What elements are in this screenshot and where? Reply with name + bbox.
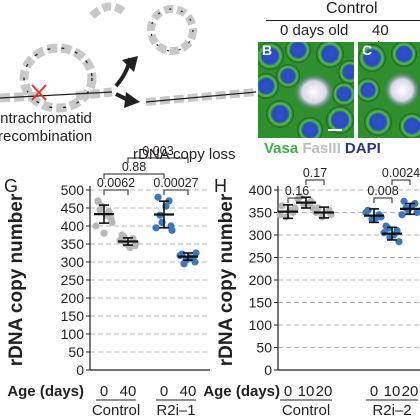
y-tick-label: 50 — [68, 344, 84, 360]
y-tick-label: 100 — [249, 317, 273, 333]
data-point — [362, 208, 370, 217]
age-tick-label: 20 — [316, 383, 333, 400]
age-tick-label: 40 — [120, 383, 137, 400]
micrograph-b: B — [258, 42, 354, 138]
p-value-label: 0.17 — [303, 166, 327, 180]
p-value-label: 0.008 — [367, 184, 398, 198]
y-axis-label: rDNA copy number — [6, 193, 27, 366]
stain-dapi: DAPI — [340, 140, 381, 157]
micrograph-c-letter: C — [362, 42, 373, 58]
group-label: R2i–2 — [372, 402, 411, 419]
panel-letter-g: G — [4, 176, 18, 196]
y-tick-label: 400 — [61, 218, 85, 234]
age-tick-label: 0 — [370, 383, 378, 400]
data-point — [152, 224, 160, 232]
p-value-label: 0.0062 — [97, 176, 135, 190]
stain-legend: Vasa FasIII DAPI — [264, 140, 381, 157]
data-point — [96, 206, 104, 214]
data-point — [413, 208, 420, 217]
y-tick-label: 0 — [264, 362, 272, 378]
schematic-label-2: recombination — [0, 128, 92, 145]
y-tick-label: 500 — [61, 182, 85, 198]
data-point — [192, 249, 200, 257]
y-tick-label: 300 — [61, 254, 85, 270]
group-label: Control — [92, 402, 140, 419]
p-value-label: 0.0024 — [382, 166, 420, 180]
micrograph-b-letter: B — [262, 42, 273, 58]
p-value-label: 0.00027 — [153, 176, 198, 190]
data-point — [108, 218, 116, 226]
schematic-label-1: Intrachromatid — [0, 110, 92, 127]
data-point — [180, 260, 188, 268]
x-axis-label: Age (days) — [203, 383, 280, 400]
p-value-label: 0.003 — [142, 144, 173, 158]
y-tick-label: 0 — [76, 362, 84, 378]
recombination-schematic: Intrachromatid recombination — [0, 2, 257, 145]
y-tick-label: 150 — [61, 308, 85, 324]
data-point — [395, 238, 403, 246]
panel-letter-h: H — [214, 176, 227, 196]
age-tick-label: 0 — [284, 383, 292, 400]
y-tick-label: 200 — [61, 290, 85, 306]
significance-bracket — [127, 157, 189, 163]
age-tick-label: 10 — [298, 383, 315, 400]
y-tick-label: 50 — [256, 340, 272, 356]
significance-bracket — [305, 179, 325, 185]
significance-bracket — [373, 197, 393, 203]
y-tick-label: 100 — [61, 326, 85, 342]
y-tick-label: 450 — [61, 200, 85, 216]
x-axis-label: Age (days) — [7, 383, 84, 400]
age-tick-label: 20 — [402, 383, 419, 400]
age-tick-label: 10 — [384, 383, 401, 400]
data-point — [294, 195, 302, 203]
figure-title: rDNA copy loss — [133, 146, 236, 163]
data-point — [92, 222, 100, 230]
y-tick-label: 350 — [249, 205, 273, 221]
y-tick-label: 250 — [61, 272, 85, 288]
micrograph-title: Control — [326, 0, 378, 17]
y-tick-label: 350 — [61, 236, 85, 252]
significance-bracket — [391, 179, 411, 185]
stain-fasiii: FasIII — [298, 140, 341, 157]
data-point — [120, 233, 128, 241]
data-point — [154, 193, 162, 201]
y-tick-label: 200 — [249, 272, 273, 288]
significance-bracket — [103, 173, 165, 179]
data-point — [168, 226, 176, 234]
data-point — [278, 202, 286, 210]
data-point — [398, 211, 406, 219]
micrograph-title-rule — [266, 20, 420, 21]
rdna-curl — [89, 2, 129, 19]
group-label: R2i–1 — [156, 402, 195, 419]
data-point — [94, 197, 102, 205]
recombination-cross-icon — [31, 84, 47, 101]
data-point — [100, 229, 108, 237]
y-axis-label: rDNA copy number — [216, 193, 237, 366]
y-tick-label: 250 — [249, 250, 273, 266]
p-value-label: 0.88 — [122, 160, 146, 174]
significance-bracket — [287, 197, 307, 203]
data-point — [276, 211, 284, 219]
data-point — [191, 258, 199, 266]
age-tick-label: 0 — [100, 383, 108, 400]
p-value-label: 0.16 — [285, 184, 309, 198]
micrograph-c: C — [358, 42, 420, 138]
significance-bracket — [163, 189, 189, 195]
age-label-b: 0 days old — [280, 22, 349, 39]
data-point — [384, 224, 392, 232]
group-label: Control — [282, 402, 330, 419]
y-tick-label: 400 — [249, 182, 273, 198]
significance-bracket — [103, 189, 129, 195]
age-tick-label: 40 — [180, 383, 197, 400]
y-tick-label: 150 — [249, 295, 273, 311]
stain-vasa: Vasa — [264, 140, 299, 157]
age-tick-label: 0 — [160, 383, 168, 400]
y-tick-label: 300 — [249, 227, 273, 243]
